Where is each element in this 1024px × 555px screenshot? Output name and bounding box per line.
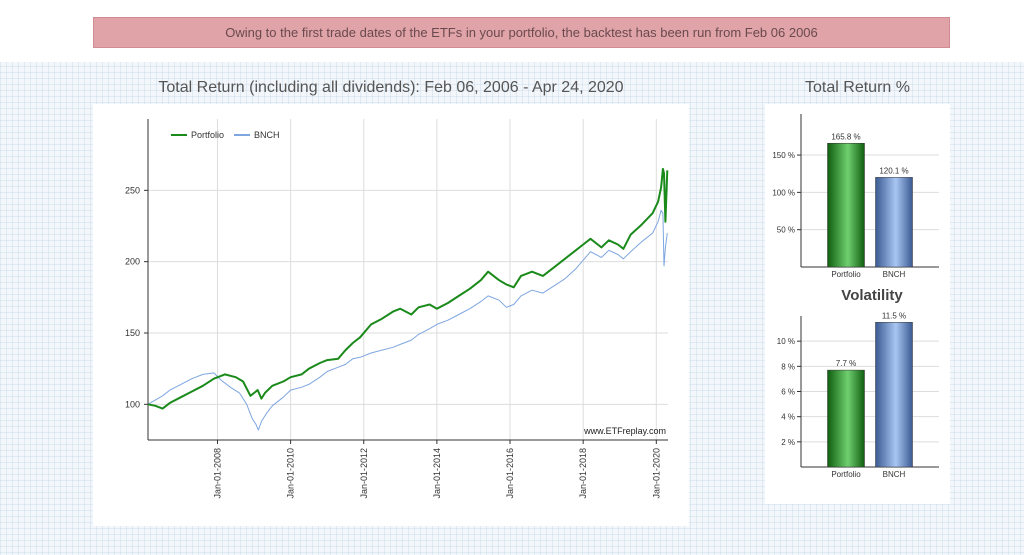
x-tick-label: Jan-01-2012	[359, 448, 369, 499]
x-tick-label: Jan-01-2018	[578, 448, 588, 499]
y-tick-label: 100 %	[772, 188, 795, 197]
x-tick-label: Jan-01-2020	[651, 448, 661, 499]
bar-value-label: 165.8 %	[831, 132, 860, 141]
legend-label-portfolio: Portfolio	[191, 130, 224, 140]
y-tick-label: 50 %	[777, 226, 795, 235]
bar-value-label: 7.7 %	[836, 359, 856, 368]
bar-value-label: 120.1 %	[879, 166, 908, 175]
main-chart-title: Total Return (including all dividends): …	[158, 79, 624, 96]
return-chart-title: Total Return %	[805, 79, 910, 96]
y-tick-label: 150	[125, 328, 140, 338]
line-chart: 100 150 200 250 Jan-01-2008 Jan-01-2010 Jan-01…	[125, 119, 669, 499]
category-label: Portfolio	[831, 270, 861, 279]
y-tick-label: 8 %	[781, 362, 795, 371]
y-tick-label: 250	[125, 185, 140, 195]
category-label: BNCH	[883, 470, 906, 479]
x-tick-label: Jan-01-2010	[286, 448, 296, 499]
legend-label-bnch: BNCH	[254, 130, 280, 140]
main-chart-panel	[93, 104, 689, 526]
y-tick-label: 6 %	[781, 388, 795, 397]
series-line-bnch	[147, 209, 668, 431]
bar-portfolio	[827, 143, 865, 268]
x-tick-label: Jan-01-2008	[212, 448, 222, 499]
bar-bnch	[875, 322, 913, 468]
category-label: BNCH	[883, 270, 906, 279]
backtest-notice-banner: Owing to the first trade dates of the ET…	[93, 17, 950, 48]
bar-portfolio	[827, 369, 865, 468]
series-line-portfolio	[147, 167, 669, 410]
return-bar-chart: 50 % 100 % 150 % 165.8 % Portfolio 120.1 % BNC…	[772, 114, 939, 279]
x-tick-label: Jan-01-2016	[505, 448, 515, 499]
y-tick-label: 4 %	[781, 413, 795, 422]
watermark: www.ETFreplay.com	[583, 426, 666, 436]
y-tick-label: 10 %	[777, 337, 795, 346]
volatility-bar-chart: Volatility 2 % 4 % 6 % 8 % 10 % 7.7 % Portfolio…	[777, 287, 939, 479]
x-tick-label: Jan-01-2014	[432, 448, 442, 499]
bar-bnch	[875, 177, 913, 268]
category-label: Portfolio	[831, 470, 861, 479]
y-tick-label: 200	[125, 257, 140, 267]
bar-value-label: 11.5 %	[882, 311, 906, 320]
y-tick-label: 150 %	[772, 151, 795, 160]
volatility-title: Volatility	[841, 287, 903, 304]
y-tick-label: 2 %	[781, 438, 795, 447]
y-tick-label: 100	[125, 399, 140, 409]
